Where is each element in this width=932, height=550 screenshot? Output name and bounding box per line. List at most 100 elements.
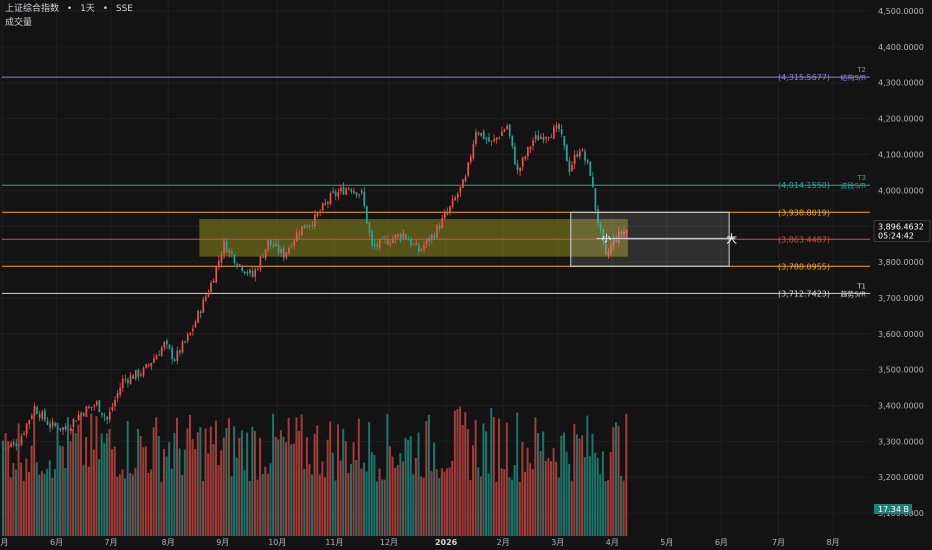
volume-bar xyxy=(261,474,264,536)
y-axis-tick-label: 4,100.0000 xyxy=(878,150,924,159)
candle-body xyxy=(456,194,459,198)
candle-body xyxy=(31,415,33,419)
volume-bar xyxy=(199,427,202,536)
candle-body xyxy=(612,238,615,247)
candle-body xyxy=(20,436,23,445)
candle-body xyxy=(443,213,446,219)
volume-indicator-title[interactable]: 成交量 xyxy=(5,18,33,28)
volume-bar xyxy=(433,442,436,536)
volume-bar xyxy=(464,412,467,536)
volume-bar xyxy=(378,468,381,536)
volume-bar xyxy=(404,437,407,536)
candle-body xyxy=(386,239,389,245)
x-axis-tick-label: 2026 xyxy=(435,538,458,547)
candle-body xyxy=(498,137,501,139)
candle-body xyxy=(495,137,498,140)
candle-body xyxy=(399,234,402,239)
candle-body xyxy=(111,407,114,410)
interval-label[interactable]: 1天 xyxy=(80,4,95,14)
candle-body xyxy=(597,209,599,224)
candle-body xyxy=(599,224,602,229)
volume-bar xyxy=(350,464,352,536)
volume-bar xyxy=(292,443,295,536)
candle-body xyxy=(275,243,277,247)
candle-body xyxy=(277,244,280,253)
volume-bar xyxy=(207,453,210,536)
volume-bar xyxy=(459,406,462,536)
candle-body xyxy=(85,406,88,417)
candle-body xyxy=(314,214,316,227)
x-axis-tick-label: 5月 xyxy=(660,538,673,547)
candle-body xyxy=(44,410,46,420)
candle-body xyxy=(493,138,495,141)
candle-body xyxy=(451,199,454,207)
candle-body xyxy=(82,413,85,416)
volume-bar xyxy=(69,441,72,536)
candle-body xyxy=(75,420,77,422)
volume-bar xyxy=(105,433,108,536)
y-axis-tick-label: 3,800.0000 xyxy=(878,258,924,267)
last-price-value: 3,896.4632 xyxy=(878,222,924,231)
volume-bar xyxy=(526,447,529,536)
volume-bar xyxy=(214,420,217,536)
symbol-name[interactable]: 上证综合指数 xyxy=(5,4,60,14)
candle-body xyxy=(438,226,441,229)
x-axis-tick-label: 6月 xyxy=(715,538,728,547)
candle-body xyxy=(184,341,186,343)
volume-bar xyxy=(534,417,537,536)
volume-bar xyxy=(420,476,423,536)
candle-body xyxy=(212,280,215,283)
volume-bar xyxy=(516,412,519,536)
volume-bar xyxy=(173,432,176,536)
volume-bar xyxy=(513,465,516,536)
candle-body xyxy=(101,412,103,415)
candle-body xyxy=(171,347,173,359)
volume-bar xyxy=(539,451,542,536)
volume-bar xyxy=(355,459,358,536)
x-axis-tick-label: 5月 xyxy=(0,538,9,547)
candle-body xyxy=(134,370,137,379)
volume-bar xyxy=(607,479,610,536)
candle-body xyxy=(355,192,358,196)
candle-body xyxy=(246,271,249,274)
volume-bar xyxy=(56,422,59,536)
volume-bar xyxy=(14,469,17,536)
volume-bar xyxy=(388,446,391,536)
volume-bar xyxy=(51,477,54,536)
candle-body xyxy=(417,244,420,253)
candle-body xyxy=(568,160,571,173)
candle-body xyxy=(373,244,376,246)
volume-bar xyxy=(264,466,267,536)
candle-body xyxy=(420,248,423,251)
candle-body xyxy=(306,227,308,229)
volume-bar xyxy=(259,437,262,536)
candle-body xyxy=(617,231,620,243)
candle-body xyxy=(140,374,142,376)
candle-body xyxy=(220,255,223,263)
volume-bar xyxy=(381,479,384,536)
volume-bar xyxy=(266,473,269,536)
candle-body xyxy=(121,378,124,388)
volume-bar xyxy=(111,449,114,536)
candle-body xyxy=(293,240,296,246)
volume-bar xyxy=(375,481,378,536)
volume-bar xyxy=(591,433,594,536)
candle-body xyxy=(529,147,532,149)
candle-body xyxy=(301,226,303,236)
volume-bar xyxy=(329,421,332,536)
volume-bar xyxy=(160,481,163,536)
volume-bar xyxy=(246,432,249,536)
candle-body xyxy=(280,249,283,253)
volume-bar xyxy=(188,414,191,536)
volume-bar xyxy=(43,473,46,536)
volume-bar xyxy=(529,463,532,536)
candle-body xyxy=(532,140,534,146)
volume-bar xyxy=(4,432,7,536)
volume-bar xyxy=(625,413,628,536)
candle-body xyxy=(423,245,425,250)
volume-bar xyxy=(269,463,272,536)
volume-bar xyxy=(339,460,342,536)
candle-body xyxy=(392,238,394,244)
candle-body xyxy=(477,132,480,135)
